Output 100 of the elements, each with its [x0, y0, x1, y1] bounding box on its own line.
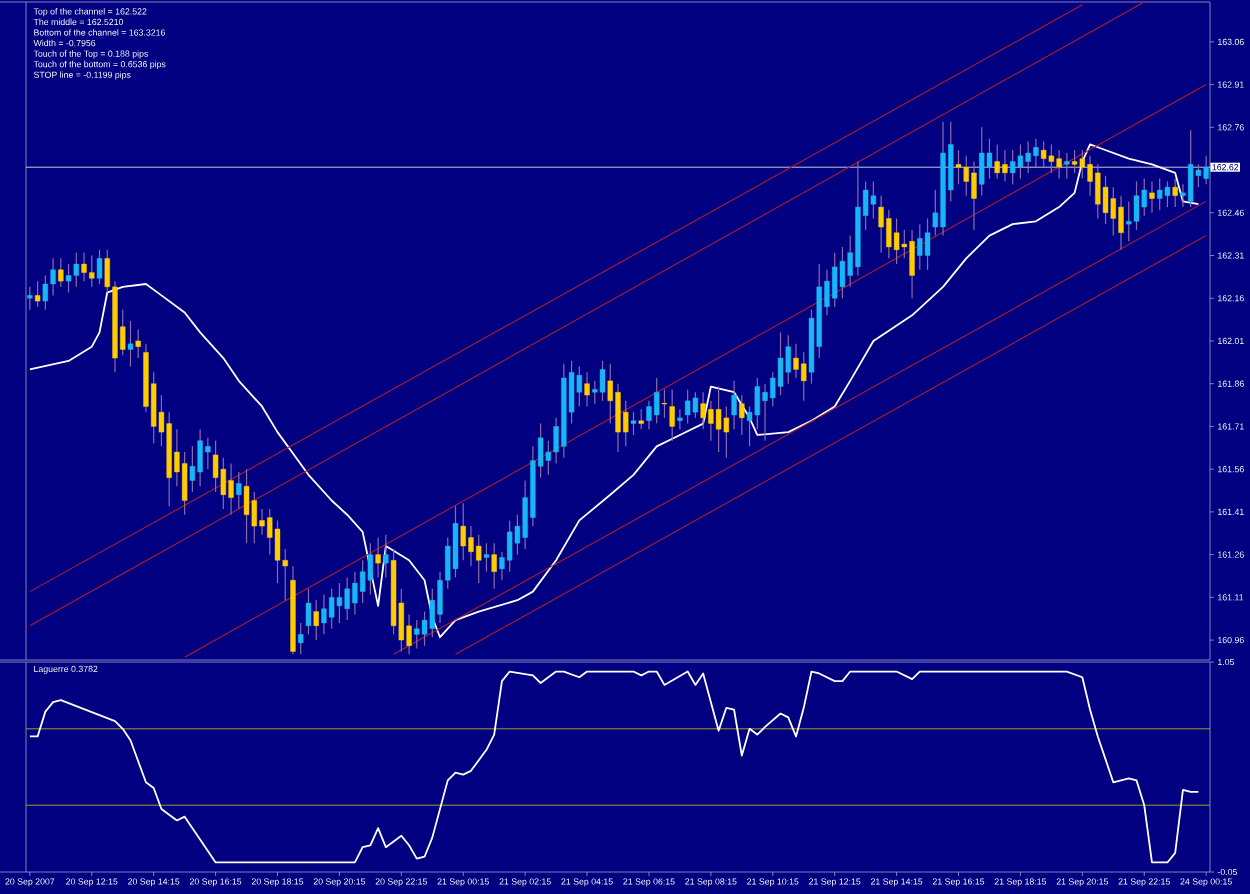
candlestick: [1133, 180, 1140, 231]
candlestick: [197, 428, 203, 487]
candlestick: [298, 622, 304, 655]
candlestick: [367, 542, 374, 596]
candlestick: [1110, 186, 1116, 237]
candlestick: [1157, 178, 1163, 211]
candlestick: [886, 209, 892, 259]
candlestick: [89, 254, 95, 288]
candlestick: [1064, 152, 1070, 180]
candlestick: [1017, 143, 1024, 180]
candlestick: [1087, 155, 1093, 197]
candlestick: [638, 408, 644, 430]
candlestick: [236, 471, 242, 510]
candlestick: [924, 217, 931, 271]
candlestick: [305, 588, 312, 635]
candlestick: [251, 491, 257, 544]
candlestick: [267, 508, 273, 556]
candlestick: [1056, 149, 1062, 180]
candlestick: [344, 576, 350, 621]
candlestick: [1141, 178, 1147, 217]
candlestick: [483, 542, 490, 573]
candlestick: [452, 505, 459, 578]
candlestick: [971, 160, 977, 231]
candlestick: [1040, 140, 1047, 168]
candlestick: [274, 519, 281, 584]
candlestick: [259, 508, 265, 536]
candlestick: [1149, 180, 1155, 214]
candlestick: [42, 274, 49, 311]
candlestick: [955, 149, 962, 185]
candlestick: [96, 249, 103, 285]
candlestick: [336, 582, 343, 624]
candlestick: [1079, 149, 1085, 180]
candlestick: [777, 331, 784, 396]
candlestick: [607, 363, 613, 425]
candlestick: [1033, 138, 1039, 168]
candlestick: [700, 391, 706, 430]
candlestick: [1002, 149, 1008, 183]
candlestick: [630, 411, 637, 436]
candlestick: [917, 223, 923, 271]
candlestick: [135, 328, 141, 359]
candlestick: [754, 377, 760, 430]
candlestick: [646, 400, 652, 430]
candlestick: [359, 559, 366, 604]
candlestick: [313, 599, 319, 641]
candlestick: [1010, 149, 1016, 185]
candlestick: [243, 468, 250, 544]
candlestick: [228, 462, 234, 516]
candlestick: [34, 280, 41, 308]
candlestick: [220, 457, 227, 510]
candlestick: [723, 405, 730, 459]
candlestick: [58, 257, 64, 288]
candlestick: [1188, 129, 1194, 208]
candlestick: [731, 380, 737, 430]
candlestick: [708, 400, 714, 442]
candlestick: [414, 619, 420, 650]
candlestick: [1071, 149, 1078, 174]
candlestick: [73, 252, 79, 288]
candlestick: [793, 343, 799, 379]
candlestick: [375, 536, 381, 578]
candlestick: [576, 366, 582, 408]
candlestick: [1102, 175, 1109, 225]
candlestick: [329, 588, 335, 630]
candlestick: [205, 437, 211, 470]
candlestick: [615, 383, 621, 453]
line-series: [28, 670, 1200, 864]
candlestick: [1172, 178, 1178, 208]
candlestick: [654, 377, 660, 425]
candlestick: [491, 542, 497, 590]
candlestick: [739, 394, 745, 436]
candlestick: [1025, 140, 1031, 174]
candlestick: [599, 360, 606, 402]
candlestick: [677, 408, 683, 430]
candlestick: [352, 571, 358, 616]
candlestick: [1203, 155, 1209, 185]
candlestick: [963, 155, 969, 197]
candlestick: [27, 286, 33, 311]
candlestick: [878, 195, 884, 254]
candlestick: [994, 143, 1000, 180]
candlestick: [460, 502, 466, 561]
candlestick: [321, 593, 327, 635]
candlestick: [1048, 143, 1055, 174]
candlestick: [1126, 200, 1132, 242]
candlestick: [979, 126, 985, 197]
candlestick: [212, 440, 219, 493]
candlestick: [383, 534, 389, 578]
candlestick: [839, 246, 846, 299]
candlestick: [1118, 195, 1124, 251]
candlestick: [684, 388, 691, 425]
candlestick: [1095, 163, 1101, 220]
candlestick: [127, 320, 134, 368]
candlestick: [785, 334, 791, 385]
candlestick: [669, 388, 675, 442]
candlestick: [429, 588, 435, 638]
candlestick: [909, 229, 915, 299]
candlestick: [1164, 180, 1171, 208]
candlestick: [762, 383, 768, 442]
candlestick: [506, 519, 513, 573]
candlestick: [584, 371, 590, 408]
line-series: [28, 143, 1200, 639]
candlestick: [65, 263, 72, 294]
